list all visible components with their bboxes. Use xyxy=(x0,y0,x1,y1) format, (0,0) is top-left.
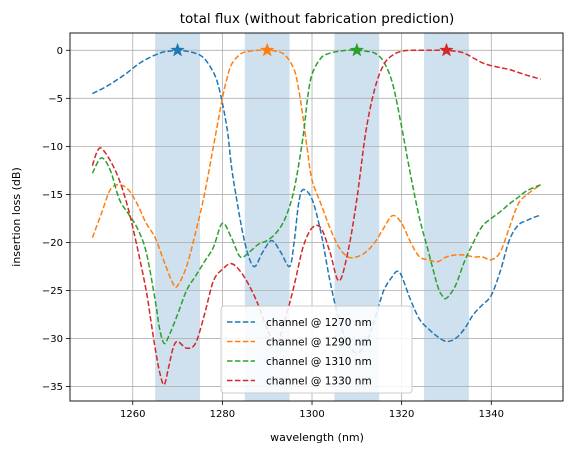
peak-marker-4 xyxy=(439,42,454,57)
x-axis-ticks: 1260 1280 1300 1320 1340 xyxy=(120,401,504,420)
y-tick-label: −20 xyxy=(42,238,63,249)
peak-marker-2 xyxy=(260,42,275,57)
legend-label-1: channel @ 1270 nm xyxy=(266,317,372,329)
y-tick-label: −5 xyxy=(48,94,63,105)
peak-markers xyxy=(170,42,454,57)
legend-label-4: channel @ 1330 nm xyxy=(266,376,372,388)
plot-frame xyxy=(69,32,564,402)
series-line-4 xyxy=(91,49,541,386)
y-tick-label: −10 xyxy=(42,142,63,153)
y-axis-label: insertion loss (dB) xyxy=(10,167,23,266)
x-tick-label: 1320 xyxy=(389,409,414,420)
y-tick-label: 0 xyxy=(57,46,63,57)
grid xyxy=(70,33,563,401)
channel-band xyxy=(424,33,469,401)
series-line-1 xyxy=(92,49,541,354)
channel-bands xyxy=(155,33,469,401)
y-tick-label: −35 xyxy=(42,382,63,393)
peak-marker-1 xyxy=(170,42,185,57)
x-tick-label: 1300 xyxy=(299,409,324,420)
chart-title: total flux (without fabrication predicti… xyxy=(180,11,455,27)
y-tick-label: −25 xyxy=(42,286,63,297)
y-tick-label: −30 xyxy=(42,334,63,345)
y-tick-label: −15 xyxy=(42,190,63,201)
legend-label-2: channel @ 1290 nm xyxy=(266,337,372,349)
series-line-2 xyxy=(91,49,542,289)
series-line-3 xyxy=(91,49,541,345)
series-lines xyxy=(91,49,542,386)
legend: channel @ 1270 nm channel @ 1290 nm channe… xyxy=(220,305,413,394)
x-tick-label: 1260 xyxy=(120,409,145,420)
legend-box xyxy=(220,305,413,394)
channel-band xyxy=(155,33,200,401)
x-tick-label: 1280 xyxy=(210,409,235,420)
x-tick-label: 1340 xyxy=(479,409,504,420)
x-axis-label: wavelength (nm) xyxy=(270,431,364,444)
y-axis-ticks: 0 −5 −10 −15 −20 −25 −30 −35 xyxy=(42,46,70,393)
peak-marker-3 xyxy=(349,42,364,57)
legend-label-3: channel @ 1310 nm xyxy=(266,356,372,368)
